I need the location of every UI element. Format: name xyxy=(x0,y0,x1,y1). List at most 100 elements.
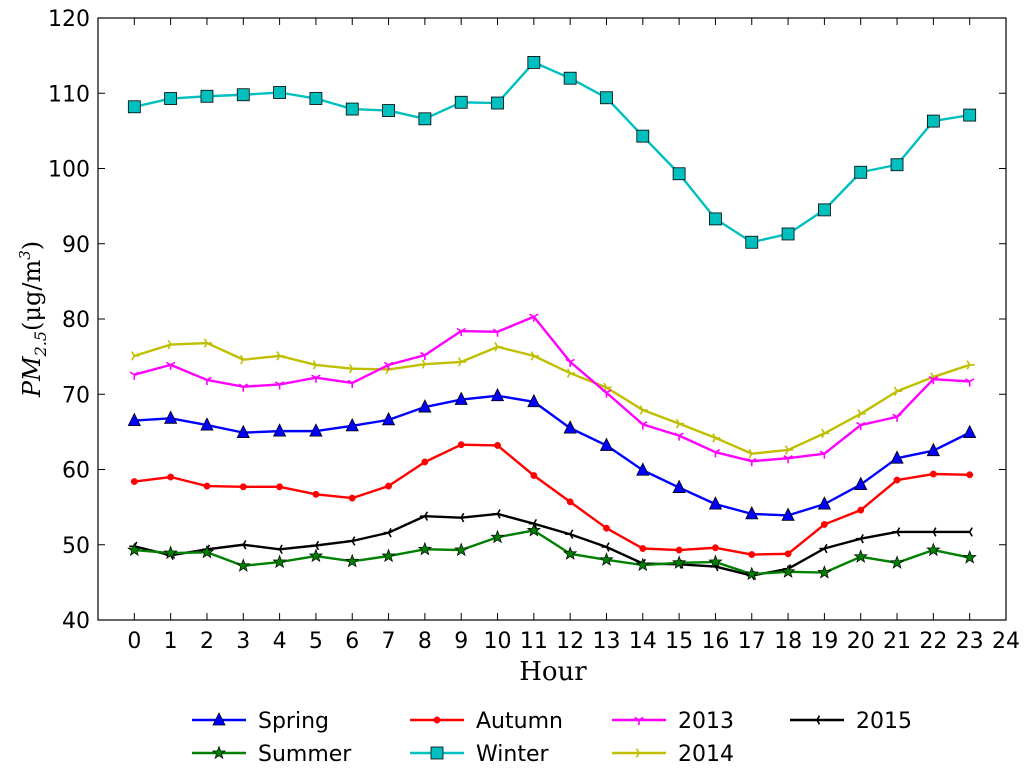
y-tick-label: 100 xyxy=(48,158,90,183)
legend-marker-2013 xyxy=(634,716,644,725)
point-winter xyxy=(527,55,541,69)
point-spring xyxy=(236,424,250,439)
x-tick-label: 22 xyxy=(919,629,947,654)
point-summer xyxy=(817,565,832,579)
x-tick-label: 5 xyxy=(309,629,323,654)
point-2014 xyxy=(458,357,467,367)
point-summer xyxy=(962,550,977,564)
point-2015 xyxy=(964,527,973,537)
y-axis-label-exp: 3 xyxy=(16,250,34,260)
point-winter xyxy=(963,108,977,122)
x-tick-label: 21 xyxy=(883,629,911,654)
point-summer xyxy=(417,541,433,556)
point-2014 xyxy=(131,351,140,361)
x-tick-label: 13 xyxy=(592,629,620,654)
y-axis-label: PM2.5(μg/m3) xyxy=(16,241,50,398)
point-2015 xyxy=(928,527,937,537)
x-tick-label: 20 xyxy=(847,629,875,654)
x-tick-label: 18 xyxy=(774,629,802,654)
point-2014 xyxy=(203,338,212,348)
point-spring xyxy=(527,393,541,408)
x-tick-label: 6 xyxy=(345,629,359,654)
point-spring xyxy=(163,410,178,424)
point-spring xyxy=(454,391,468,405)
point-2014 xyxy=(349,363,358,374)
point-winter xyxy=(164,92,178,105)
point-summer xyxy=(563,546,578,560)
point-winter xyxy=(890,158,904,172)
point-2013 xyxy=(855,421,866,431)
legend-marker-autumn xyxy=(433,716,441,724)
legend-item-2013: 2013 xyxy=(612,709,734,734)
point-spring xyxy=(672,479,686,493)
point-autumn xyxy=(494,441,501,449)
y-tick-label: 80 xyxy=(62,308,90,333)
point-autumn xyxy=(421,458,429,466)
point-2013 xyxy=(964,378,975,387)
point-2014 xyxy=(857,409,866,419)
point-2014 xyxy=(748,448,757,459)
point-spring xyxy=(309,423,323,437)
point-2013 xyxy=(492,328,503,337)
point-2014 xyxy=(276,351,285,361)
series-line-spring xyxy=(134,394,971,517)
point-summer xyxy=(199,544,215,559)
series-line-2013 xyxy=(134,315,970,463)
y-tick-label: 70 xyxy=(62,383,90,408)
point-summer xyxy=(308,548,324,563)
point-autumn xyxy=(711,544,719,552)
point-spring xyxy=(490,387,505,402)
point-spring xyxy=(563,420,577,434)
x-axis-label: Hour xyxy=(519,657,587,687)
point-2014 xyxy=(566,368,576,378)
legend-marker-2014 xyxy=(635,748,644,758)
legend: Spring Autumn 2013 2015 Summer Winter 2014 xyxy=(192,709,912,767)
legend-item-2014: 2014 xyxy=(612,742,734,767)
point-summer xyxy=(127,542,142,557)
point-2014 xyxy=(639,405,648,415)
point-summer xyxy=(526,522,541,537)
point-winter xyxy=(854,165,868,179)
point-winter xyxy=(418,112,432,126)
plot-frame xyxy=(97,17,1007,621)
point-spring xyxy=(708,496,723,510)
point-summer xyxy=(272,554,287,569)
legend-marker-winter xyxy=(430,746,444,760)
legend-marker-2015 xyxy=(812,715,821,725)
point-2015 xyxy=(819,543,828,554)
point-autumn xyxy=(820,520,828,528)
point-2013 xyxy=(783,455,793,464)
point-2013 xyxy=(456,327,466,337)
series-line-winter xyxy=(134,61,970,244)
point-2015 xyxy=(310,540,320,551)
point-autumn xyxy=(239,483,247,491)
legend-marker-summer xyxy=(211,745,227,760)
point-autumn xyxy=(566,498,574,506)
point-winter xyxy=(491,96,504,110)
point-2014 xyxy=(240,354,249,365)
legend-item-winter: Winter xyxy=(410,742,549,767)
point-autumn xyxy=(167,473,175,481)
legend-item-2015: 2015 xyxy=(790,709,912,734)
point-2014 xyxy=(312,360,321,370)
point-winter xyxy=(454,95,468,109)
point-spring xyxy=(381,411,396,426)
x-tick-label: 2 xyxy=(200,629,214,654)
point-winter xyxy=(345,102,359,116)
point-winter xyxy=(781,227,795,241)
series-summer xyxy=(127,522,977,581)
point-autumn xyxy=(385,482,393,490)
y-axis-label-sub: 2.5 xyxy=(31,331,50,357)
point-2015 xyxy=(383,527,392,538)
point-2013 xyxy=(928,376,939,385)
legend-item-spring: Spring xyxy=(192,709,329,734)
point-2014 xyxy=(167,339,176,350)
point-2015 xyxy=(347,536,356,546)
point-summer xyxy=(926,542,941,557)
point-2014 xyxy=(966,360,975,370)
point-autumn xyxy=(276,483,284,491)
point-summer xyxy=(490,529,505,544)
x-tick-label: 3 xyxy=(236,629,250,654)
point-winter xyxy=(672,167,686,181)
point-spring xyxy=(781,507,795,521)
